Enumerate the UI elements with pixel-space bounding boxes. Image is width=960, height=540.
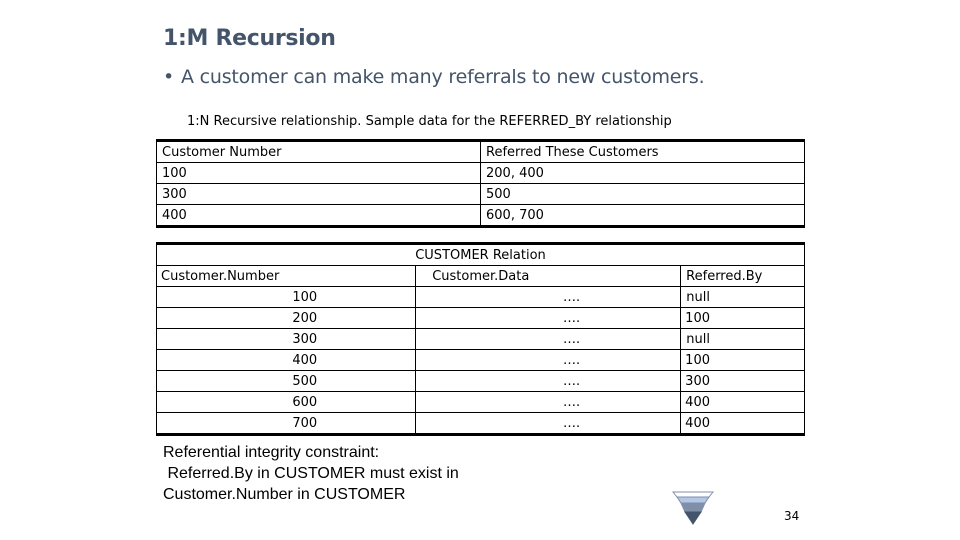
cell-referred-by: 400 bbox=[680, 412, 805, 436]
cell-referred-by: 100 bbox=[680, 307, 805, 329]
cell-customer-data: …. bbox=[415, 286, 682, 308]
cell-customer-number: 400 bbox=[156, 204, 481, 228]
cell-customer-data: …. bbox=[415, 391, 682, 413]
table-row: 400 600, 700 bbox=[156, 204, 805, 228]
header-customer-number: Customer.Number bbox=[155, 265, 417, 287]
header-referred-by: Referred.By bbox=[680, 265, 805, 287]
table-row: 300 500 bbox=[156, 183, 805, 205]
header-customer-data: Customer.Data bbox=[415, 265, 682, 287]
table-row: 200 …. 100 bbox=[155, 307, 805, 329]
table-row: 100 …. null bbox=[155, 286, 805, 308]
cell-customer-data: …. bbox=[415, 349, 682, 371]
cell-customer-data: …. bbox=[415, 307, 682, 329]
cell-customer-data: …. bbox=[415, 370, 682, 392]
cell-customer-number: 300 bbox=[156, 183, 481, 205]
cell-customer-number: 500 bbox=[155, 370, 417, 392]
cell-referred-customers: 600, 700 bbox=[480, 204, 805, 228]
note-line-2: Referred.By in CUSTOMER must exist in bbox=[163, 465, 459, 482]
bullet-point: • A customer can make many referrals to n… bbox=[163, 66, 705, 88]
note-line-3: Customer.Number in CUSTOMER bbox=[163, 486, 406, 503]
cell-customer-data: …. bbox=[415, 328, 682, 350]
customer-relation-table: CUSTOMER Relation Customer.Number Custom… bbox=[155, 242, 805, 436]
bullet-text: A customer can make many referrals to ne… bbox=[181, 66, 705, 88]
cell-customer-number: 100 bbox=[155, 286, 417, 308]
cell-customer-number: 400 bbox=[155, 349, 417, 371]
cell-referred-by: 300 bbox=[680, 370, 805, 392]
table-row: 600 …. 400 bbox=[155, 391, 805, 413]
cell-referred-by: 100 bbox=[680, 349, 805, 371]
header-referred-customers: Referred These Customers bbox=[480, 139, 805, 163]
cell-customer-number: 100 bbox=[156, 162, 481, 184]
referrals-table: Customer Number Referred These Customers… bbox=[156, 139, 805, 228]
cell-referred-by: 400 bbox=[680, 391, 805, 413]
table-row: 700 …. 400 bbox=[155, 412, 805, 436]
cell-referred-customers: 500 bbox=[480, 183, 805, 205]
table-row: 500 …. 300 bbox=[155, 370, 805, 392]
table-row: 400 …. 100 bbox=[155, 349, 805, 371]
bullet-dot-icon: • bbox=[163, 66, 175, 88]
page-number: 34 bbox=[784, 509, 800, 523]
cell-customer-data: …. bbox=[415, 412, 682, 436]
funnel-icon bbox=[672, 491, 714, 525]
header-customer-number: Customer Number bbox=[156, 139, 481, 163]
table-row: 100 200, 400 bbox=[156, 162, 805, 184]
table-header-row: Customer.Number Customer.Data Referred.B… bbox=[155, 265, 805, 287]
table-row: 300 …. null bbox=[155, 328, 805, 350]
cell-customer-number: 600 bbox=[155, 391, 417, 413]
note-line-1: Referential integrity constraint: bbox=[163, 444, 380, 461]
referential-integrity-note: Referential integrity constraint: Referr… bbox=[163, 442, 459, 505]
customer-relation-caption: CUSTOMER Relation bbox=[156, 242, 805, 266]
referrals-table-caption: 1:N Recursive relationship. Sample data … bbox=[187, 114, 672, 129]
cell-customer-number: 700 bbox=[155, 412, 417, 436]
cell-customer-number: 200 bbox=[155, 307, 417, 329]
cell-customer-number: 300 bbox=[155, 328, 417, 350]
cell-referred-by: null bbox=[680, 328, 805, 350]
slide-title: 1:M Recursion bbox=[163, 26, 336, 51]
table-header-row: Customer Number Referred These Customers bbox=[156, 139, 805, 163]
cell-referred-customers: 200, 400 bbox=[480, 162, 805, 184]
table-caption-row: CUSTOMER Relation bbox=[156, 242, 805, 266]
cell-referred-by: null bbox=[680, 286, 805, 308]
